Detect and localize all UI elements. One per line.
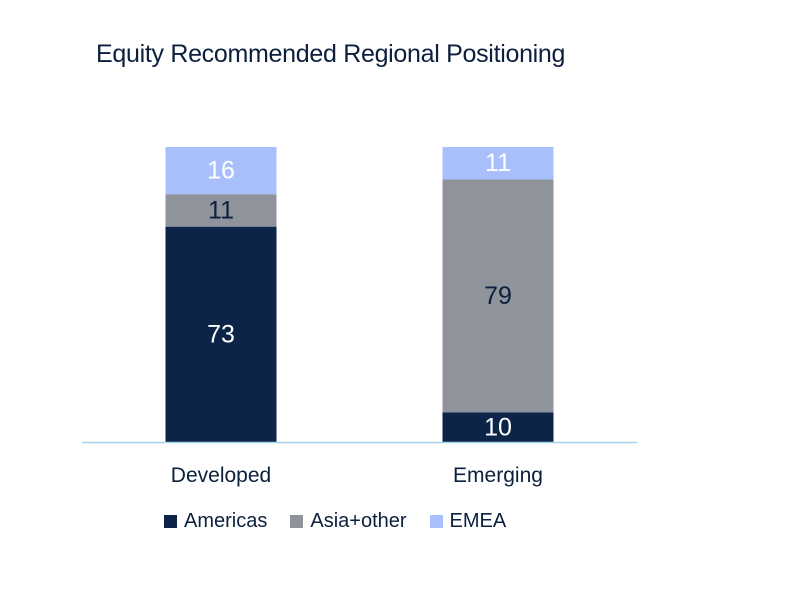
legend-label-emea: EMEA [449, 510, 507, 532]
bar-emerging-asia-other [442, 179, 554, 413]
legend-label-asia-other: Asia+other [310, 510, 407, 532]
legend-swatch-asia-other [290, 515, 304, 528]
bar-developed-americas [165, 226, 277, 442]
bar-emerging-americas [442, 412, 554, 442]
data-label-developed-asia-other: 11 [208, 196, 234, 224]
data-label-developed-americas: 73 [207, 320, 235, 348]
legend-item-asia-other: Asia+other [290, 510, 407, 533]
bar-developed-asia-other [165, 194, 277, 227]
legend-label-americas: Americas [184, 510, 268, 532]
category-label-emerging: Emerging [453, 464, 543, 487]
legend-swatch-americas [164, 515, 177, 528]
data-label-emerging-emea: 11 [485, 149, 511, 177]
legend-swatch-emea [429, 515, 443, 528]
legend: Americas Asia+other EMEA [164, 510, 529, 533]
chart-title: Equity Recommended Regional Positioning [96, 40, 566, 68]
data-label-emerging-asia-other: 79 [484, 282, 512, 310]
bar-emerging-emea [442, 147, 554, 180]
data-labels-layer: 73 11 16 10 79 11 [207, 149, 512, 441]
bar-developed-emea [165, 147, 277, 195]
bars-layer [165, 147, 554, 442]
legend-item-emea: EMEA [429, 510, 507, 533]
data-label-emerging-americas: 10 [484, 413, 512, 441]
category-label-developed: Developed [171, 464, 271, 487]
legend-item-americas: Americas [164, 510, 267, 533]
data-label-developed-emea: 16 [207, 157, 235, 185]
category-labels-layer: Developed Emerging [171, 464, 543, 487]
